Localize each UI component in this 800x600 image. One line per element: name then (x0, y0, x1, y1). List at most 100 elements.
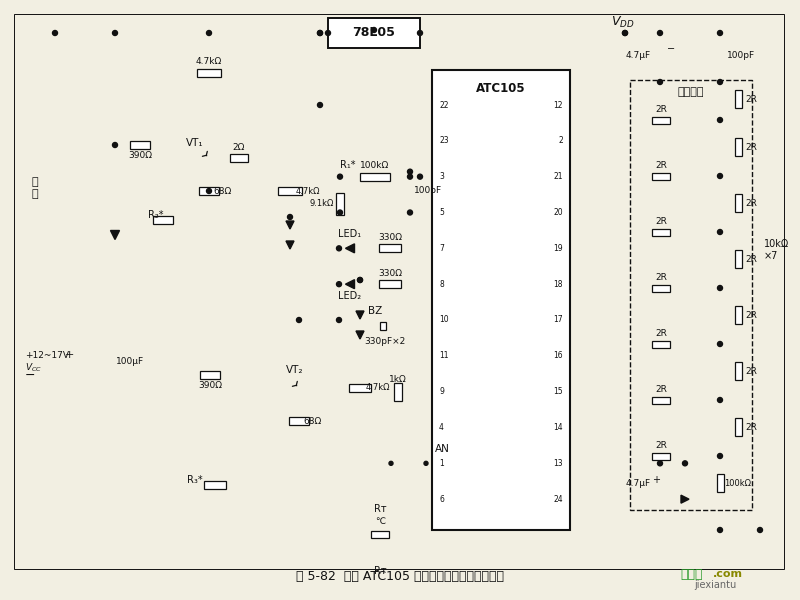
Text: 9: 9 (439, 387, 444, 396)
Bar (652, 116, 670, 124)
Text: ℃: ℃ (375, 517, 385, 526)
Polygon shape (110, 230, 119, 239)
Text: +12~17V: +12~17V (25, 350, 69, 359)
Text: 6: 6 (439, 494, 444, 503)
Text: Rт: Rт (374, 566, 386, 576)
Text: 2R: 2R (745, 254, 757, 263)
Circle shape (371, 28, 377, 32)
Circle shape (418, 31, 422, 35)
Polygon shape (346, 244, 354, 253)
Text: 4.7kΩ: 4.7kΩ (366, 383, 390, 392)
Text: 68Ω: 68Ω (304, 416, 322, 425)
Text: 2R: 2R (655, 442, 667, 451)
Circle shape (682, 461, 687, 466)
Text: VT₂: VT₂ (286, 365, 304, 375)
Circle shape (206, 188, 211, 193)
Circle shape (318, 31, 322, 35)
Bar (394, 383, 402, 401)
Bar (734, 194, 742, 212)
Text: 10kΩ
×7: 10kΩ ×7 (764, 239, 790, 261)
Text: $V_{CC}$: $V_{CC}$ (25, 362, 42, 374)
Circle shape (718, 527, 722, 533)
Text: 2R: 2R (655, 274, 667, 283)
Bar (432, 70, 570, 530)
Polygon shape (286, 241, 294, 249)
Circle shape (622, 31, 627, 35)
Text: 100pF: 100pF (414, 186, 442, 195)
Circle shape (338, 210, 342, 215)
Circle shape (113, 142, 118, 148)
Bar (349, 384, 371, 392)
Text: 图 5-82  采用 ATC105 控制芯片构成的充电器电路: 图 5-82 采用 ATC105 控制芯片构成的充电器电路 (296, 571, 504, 583)
Bar (289, 417, 309, 425)
Circle shape (758, 527, 762, 533)
Bar (380, 322, 386, 330)
Text: 100kΩ: 100kΩ (725, 479, 751, 488)
Text: 2R: 2R (745, 422, 757, 431)
Text: 19: 19 (554, 244, 563, 253)
Text: 2R: 2R (655, 106, 667, 115)
Text: 68Ω: 68Ω (213, 187, 231, 196)
Circle shape (622, 31, 627, 35)
Bar (199, 187, 219, 195)
Text: 21: 21 (554, 172, 563, 181)
Bar (734, 362, 742, 380)
Bar (652, 340, 670, 347)
Circle shape (318, 31, 322, 35)
Bar (204, 481, 226, 489)
Circle shape (407, 210, 413, 215)
Bar (328, 18, 420, 48)
Circle shape (407, 174, 413, 179)
Bar (734, 90, 742, 108)
Bar (717, 475, 723, 493)
Circle shape (718, 31, 722, 35)
Text: 100pF: 100pF (727, 50, 755, 59)
Text: 4: 4 (439, 423, 444, 432)
Circle shape (53, 31, 58, 35)
Text: +: + (652, 475, 660, 485)
Bar (734, 306, 742, 324)
Polygon shape (286, 221, 294, 229)
Circle shape (418, 174, 422, 179)
Bar (278, 187, 302, 195)
Circle shape (718, 79, 722, 85)
Text: 杭州将睿科技有限公司: 杭州将睿科技有限公司 (325, 298, 475, 322)
Circle shape (658, 461, 662, 466)
Text: BZ: BZ (368, 306, 382, 316)
Bar (652, 229, 670, 235)
Bar (379, 244, 401, 253)
Text: 电
池: 电 池 (32, 177, 38, 199)
Bar (379, 280, 401, 288)
Bar (336, 193, 344, 215)
Circle shape (318, 103, 322, 107)
Text: 330Ω: 330Ω (378, 269, 402, 278)
Text: R₃*: R₃* (187, 475, 203, 485)
Text: 390Ω: 390Ω (198, 382, 222, 391)
Bar (630, 80, 752, 510)
Text: 2R: 2R (655, 217, 667, 226)
Circle shape (658, 79, 662, 85)
Text: 4.7μF: 4.7μF (626, 479, 650, 488)
Text: 15: 15 (554, 387, 563, 396)
Text: jiexiantu: jiexiantu (694, 580, 736, 590)
Circle shape (658, 31, 662, 35)
Circle shape (407, 169, 413, 174)
Text: R₂*: R₂* (148, 210, 163, 220)
Polygon shape (356, 311, 364, 319)
Text: 2R: 2R (745, 142, 757, 151)
Text: 4.7kΩ: 4.7kΩ (296, 187, 320, 196)
Text: .com: .com (713, 569, 743, 579)
Bar (734, 138, 742, 156)
Text: 13: 13 (554, 459, 563, 468)
Text: 78L05: 78L05 (353, 26, 395, 40)
Text: AN: AN (434, 445, 450, 454)
Bar (652, 173, 670, 179)
Text: 100μF: 100μF (116, 358, 144, 367)
Bar (734, 250, 742, 268)
Text: 接线图: 接线图 (681, 568, 703, 581)
Circle shape (718, 397, 722, 403)
Circle shape (718, 286, 722, 290)
Circle shape (424, 461, 428, 466)
Circle shape (718, 341, 722, 346)
Text: 2R: 2R (745, 94, 757, 103)
